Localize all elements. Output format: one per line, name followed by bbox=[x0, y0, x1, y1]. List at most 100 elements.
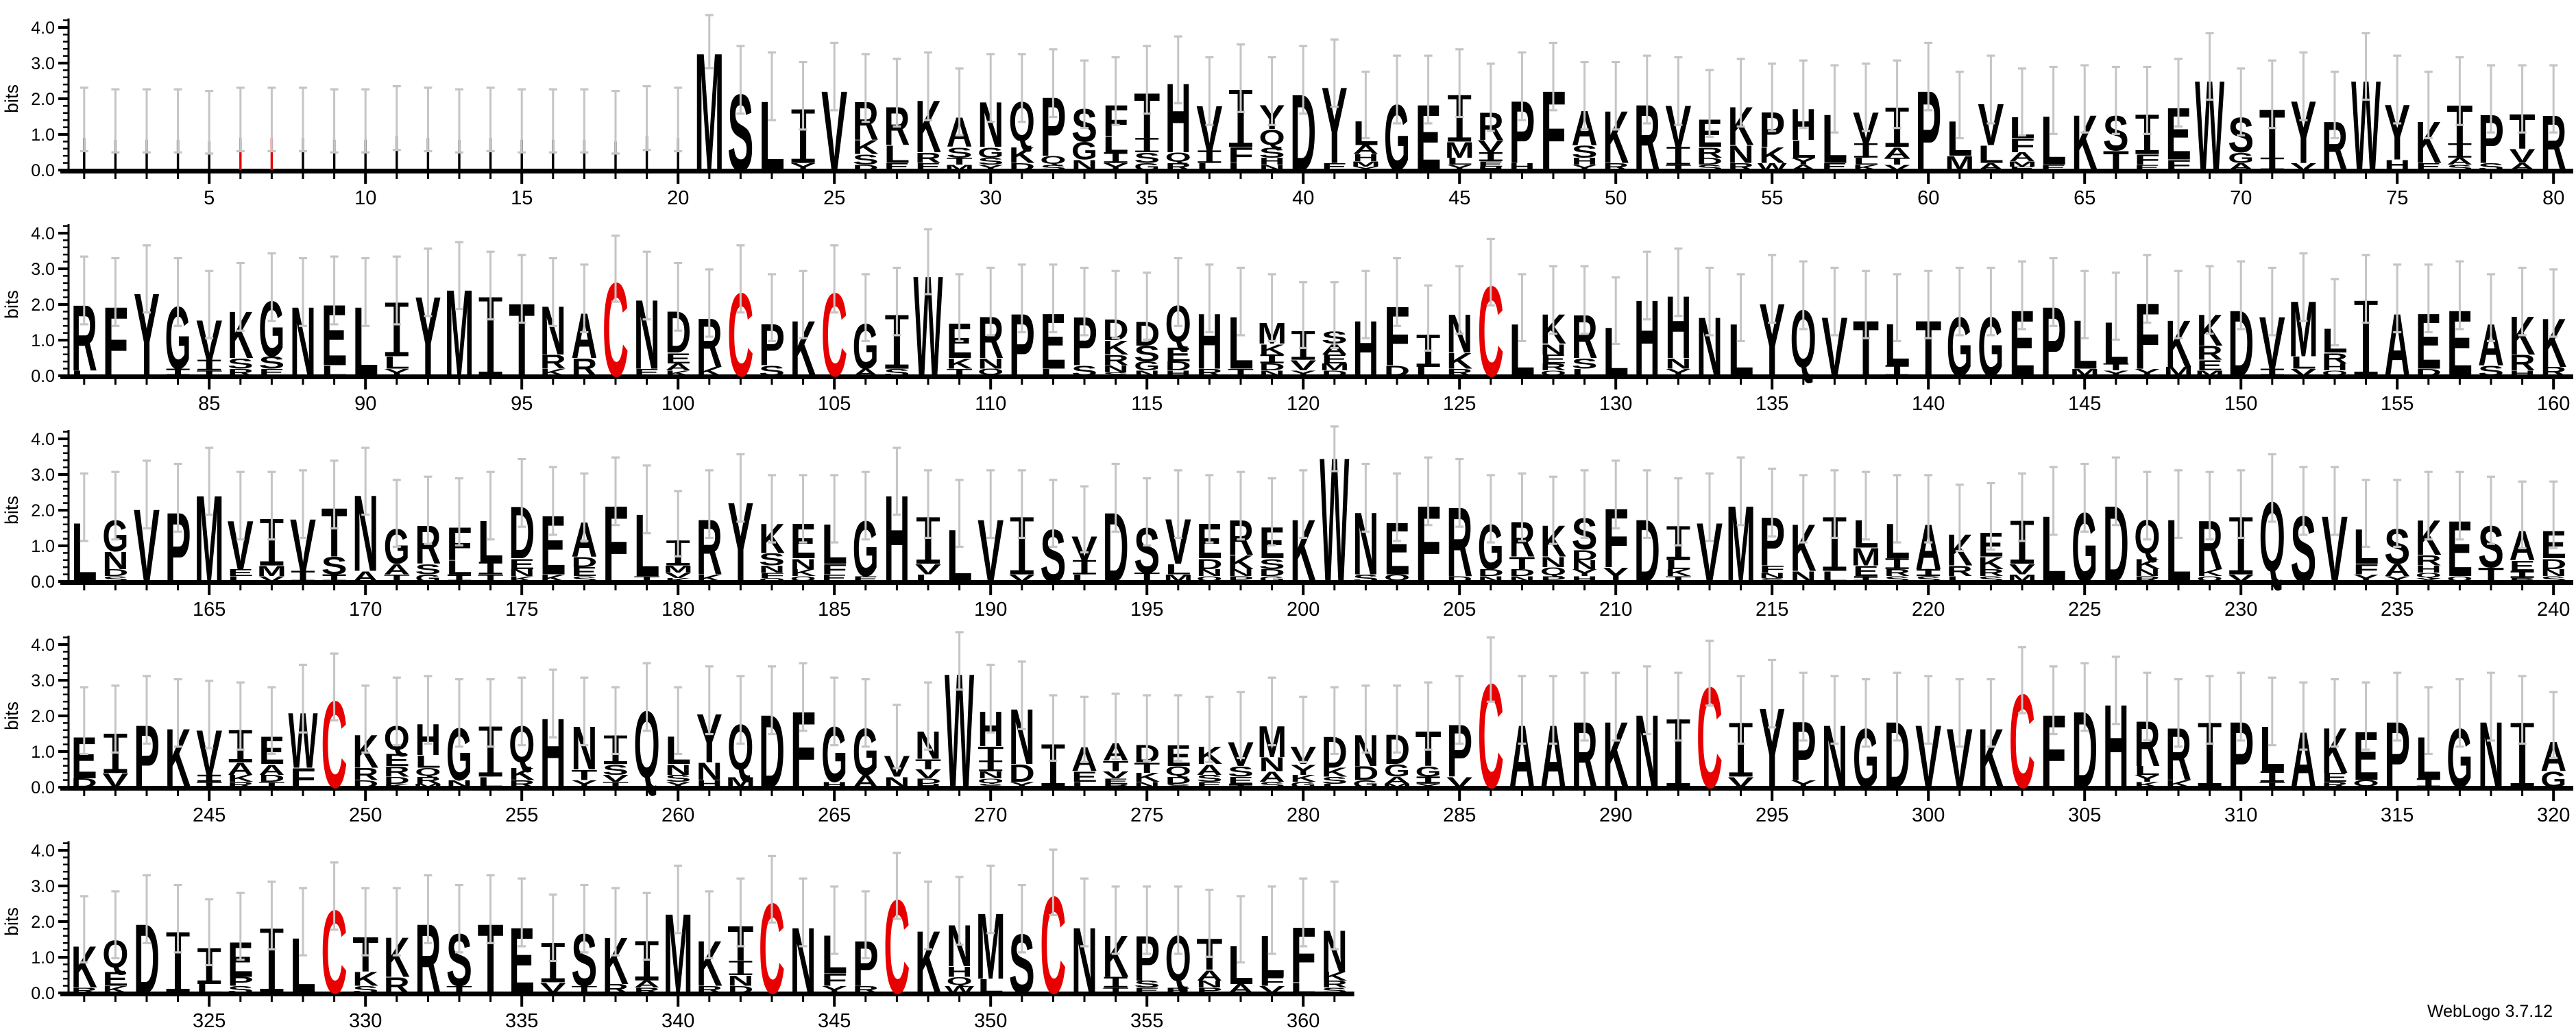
svg-text:Q: Q bbox=[1540, 565, 1566, 577]
svg-text:T: T bbox=[1665, 575, 1691, 584]
svg-text:E: E bbox=[2041, 164, 2067, 172]
x-tick-label: 195 bbox=[1130, 599, 1163, 617]
svg-text:S: S bbox=[228, 984, 254, 995]
svg-text:E: E bbox=[634, 367, 660, 378]
svg-text:K: K bbox=[665, 370, 691, 378]
svg-text:T: T bbox=[2103, 146, 2129, 176]
y-axis-label: bits bbox=[1, 701, 22, 730]
svg-text:A: A bbox=[853, 367, 879, 378]
x-tick-label: 60 bbox=[1917, 187, 1939, 206]
y-tick-label: 4.0 bbox=[31, 224, 55, 243]
svg-text:Q: Q bbox=[2446, 575, 2472, 582]
svg-text:A: A bbox=[258, 761, 284, 778]
svg-text:L: L bbox=[1415, 365, 1442, 379]
svg-text:S: S bbox=[977, 156, 1004, 167]
svg-text:S: S bbox=[1884, 575, 1910, 584]
y-tick-label: 3.0 bbox=[31, 54, 55, 73]
svg-text:D: D bbox=[2416, 367, 2442, 378]
svg-text:D: D bbox=[1322, 370, 1348, 378]
svg-text:R: R bbox=[1697, 144, 1723, 160]
svg-text:A: A bbox=[1259, 768, 1285, 784]
svg-text:S: S bbox=[571, 575, 597, 584]
svg-text:N: N bbox=[1540, 341, 1566, 357]
svg-text:E: E bbox=[2416, 161, 2442, 172]
svg-text:F: F bbox=[821, 970, 847, 989]
svg-text:N: N bbox=[1540, 553, 1566, 570]
svg-text:H: H bbox=[2510, 370, 2536, 378]
svg-text:H: H bbox=[1259, 156, 1285, 167]
svg-text:D: D bbox=[352, 778, 378, 789]
svg-text:K: K bbox=[1290, 773, 1317, 784]
y-tick-label: 1.0 bbox=[31, 125, 55, 145]
svg-text:S: S bbox=[415, 561, 441, 577]
svg-text:L: L bbox=[1978, 141, 2004, 168]
svg-text:K: K bbox=[102, 984, 129, 995]
svg-text:G: G bbox=[1134, 161, 1160, 172]
svg-text:S: S bbox=[1978, 575, 2004, 584]
svg-text:N: N bbox=[509, 567, 535, 578]
x-tick-label: 165 bbox=[193, 599, 226, 617]
y-tick-label: 0.0 bbox=[31, 573, 55, 592]
svg-text:D: D bbox=[727, 984, 753, 995]
y-axis-label: bits bbox=[1, 907, 22, 936]
svg-text:E: E bbox=[1478, 160, 1504, 168]
svg-text:G: G bbox=[2228, 149, 2254, 166]
svg-text:R: R bbox=[1196, 367, 1222, 378]
x-tick-label: 225 bbox=[2068, 599, 2101, 617]
svg-text:S: S bbox=[1228, 763, 1254, 780]
svg-text:Q: Q bbox=[2416, 572, 2442, 579]
logo-row-4: 0.0 1.0 2.0 3.0 4.0 bits D E V P K 245 T V R K A T D A E F W C 2… bbox=[0, 617, 2576, 826]
svg-text:E: E bbox=[2134, 164, 2160, 172]
svg-text:L: L bbox=[1290, 979, 1316, 996]
svg-text:S: S bbox=[884, 367, 910, 378]
svg-text:L: L bbox=[1196, 161, 1222, 172]
svg-text:S: S bbox=[947, 144, 973, 160]
y-tick-label: 1.0 bbox=[31, 537, 55, 556]
svg-text:E: E bbox=[1228, 775, 1254, 786]
svg-text:D: D bbox=[1259, 567, 1285, 578]
svg-text:K: K bbox=[1446, 348, 1473, 373]
y-tick-label: 4.0 bbox=[31, 841, 55, 861]
svg-text:K: K bbox=[384, 783, 410, 789]
svg-text:S: S bbox=[853, 151, 879, 167]
svg-text:N: N bbox=[790, 555, 816, 572]
x-tick-label: 75 bbox=[2386, 187, 2408, 206]
svg-text:L: L bbox=[2134, 763, 2160, 777]
svg-text:H: H bbox=[1478, 166, 1504, 171]
svg-text:A: A bbox=[1790, 164, 1816, 172]
svg-text:L: L bbox=[1228, 161, 1254, 172]
svg-text:R: R bbox=[228, 367, 254, 378]
svg-text:A: A bbox=[1352, 143, 1378, 156]
svg-text:A: A bbox=[634, 979, 660, 989]
svg-text:A: A bbox=[2228, 161, 2254, 172]
x-tick-label: 350 bbox=[974, 1010, 1007, 1029]
y-tick-label: 1.0 bbox=[31, 331, 55, 350]
x-tick-label: 265 bbox=[818, 804, 851, 823]
svg-text:K: K bbox=[1103, 337, 1130, 359]
svg-text:N: N bbox=[1071, 156, 1097, 173]
svg-text:S: S bbox=[352, 984, 378, 995]
x-tick-label: 20 bbox=[667, 187, 689, 206]
svg-text:R: R bbox=[571, 354, 597, 381]
svg-text:Y: Y bbox=[571, 778, 598, 789]
svg-text:T: T bbox=[1509, 553, 1535, 573]
x-tick-label: 360 bbox=[1287, 1010, 1320, 1029]
svg-text:P: P bbox=[1196, 987, 1222, 995]
svg-text:T: T bbox=[196, 370, 222, 378]
svg-text:Q: Q bbox=[790, 575, 816, 582]
svg-text:K: K bbox=[853, 136, 879, 158]
svg-text:F: F bbox=[2009, 134, 2035, 156]
x-tick-label: 45 bbox=[1448, 187, 1470, 206]
svg-text:S: S bbox=[228, 355, 254, 372]
svg-text:N: N bbox=[1103, 363, 1129, 374]
svg-text:N: N bbox=[102, 547, 128, 575]
svg-text:Y: Y bbox=[2384, 575, 2410, 584]
svg-text:Q: Q bbox=[977, 778, 1004, 784]
svg-text:L: L bbox=[1853, 156, 1879, 167]
y-axis-label: bits bbox=[1, 290, 22, 319]
svg-text:K: K bbox=[1009, 143, 1036, 167]
svg-text:E: E bbox=[384, 750, 410, 769]
svg-text:S: S bbox=[1134, 341, 1160, 366]
svg-text:L: L bbox=[1947, 575, 1973, 584]
